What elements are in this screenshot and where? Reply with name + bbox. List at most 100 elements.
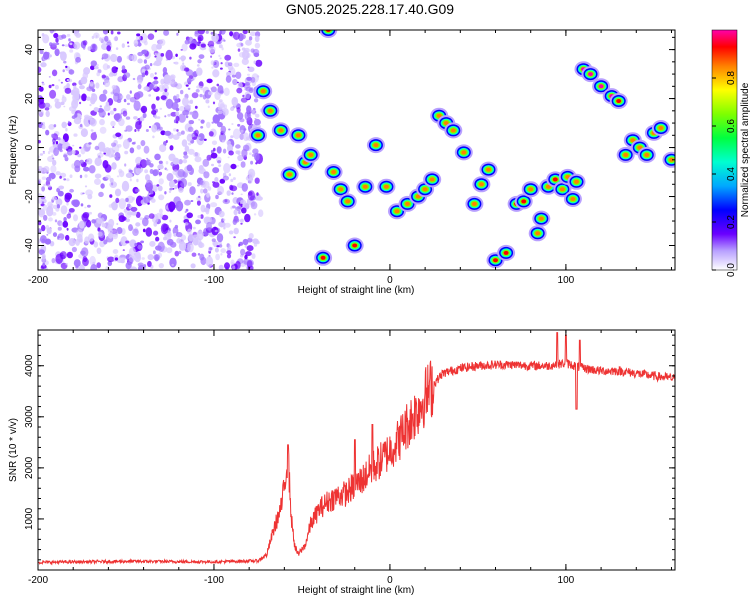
noise-speckle bbox=[200, 214, 204, 219]
noise-speckle bbox=[244, 110, 252, 121]
noise-speckle bbox=[128, 257, 134, 265]
noise-speckle bbox=[175, 111, 180, 117]
noise-speckle bbox=[66, 227, 69, 231]
noise-speckle bbox=[133, 100, 141, 111]
noise-speckle bbox=[125, 125, 133, 132]
noise-speckle bbox=[69, 42, 73, 46]
noise-speckle bbox=[184, 145, 190, 152]
noise-speckle bbox=[94, 66, 99, 70]
noise-speckle bbox=[241, 148, 248, 158]
spectrogram-signal bbox=[249, 30, 675, 269]
noise-speckle bbox=[141, 49, 148, 55]
noise-speckle bbox=[214, 247, 219, 253]
noise-speckle bbox=[153, 250, 156, 255]
noise-speckle bbox=[171, 263, 174, 266]
noise-speckle bbox=[186, 212, 193, 219]
noise-speckle bbox=[93, 131, 97, 134]
noise-speckle bbox=[43, 214, 48, 221]
noise-speckle bbox=[142, 228, 146, 233]
noise-speckle bbox=[137, 244, 143, 250]
noise-speckle bbox=[141, 257, 145, 260]
noise-speckle bbox=[66, 79, 69, 82]
noise-speckle bbox=[47, 151, 51, 155]
spectrogram-blob bbox=[319, 30, 338, 38]
noise-speckle bbox=[111, 201, 118, 211]
noise-speckle bbox=[208, 131, 214, 137]
noise-speckle bbox=[154, 52, 157, 56]
spectrogram-blob bbox=[581, 66, 600, 83]
noise-speckle bbox=[123, 72, 131, 78]
noise-speckle bbox=[169, 219, 172, 223]
noise-speckle bbox=[251, 253, 256, 259]
noise-speckle bbox=[51, 69, 58, 77]
noise-speckle bbox=[230, 206, 233, 210]
noise-speckle bbox=[129, 147, 135, 154]
noise-speckle bbox=[136, 91, 144, 98]
spectrogram-blob bbox=[532, 210, 551, 227]
noise-speckle bbox=[199, 93, 203, 98]
noise-speckle bbox=[80, 128, 88, 138]
noise-speckle bbox=[257, 125, 261, 128]
noise-speckle bbox=[65, 262, 68, 266]
noise-speckle bbox=[55, 198, 63, 206]
noise-speckle bbox=[135, 211, 141, 218]
noise-speckle bbox=[225, 75, 232, 83]
noise-speckle bbox=[52, 232, 58, 238]
noise-speckle bbox=[181, 43, 188, 52]
noise-speckle bbox=[68, 106, 77, 112]
noise-speckle bbox=[58, 185, 65, 190]
noise-speckle bbox=[72, 87, 80, 97]
noise-speckle bbox=[53, 124, 57, 128]
noise-speckle bbox=[218, 210, 225, 218]
noise-speckle bbox=[183, 154, 189, 159]
noise-speckle bbox=[175, 107, 180, 112]
spectrogram-blob bbox=[637, 146, 656, 163]
noise-speckle bbox=[167, 113, 171, 117]
noise-speckle bbox=[220, 125, 227, 134]
noise-speckle bbox=[168, 228, 171, 231]
noise-speckle bbox=[66, 202, 69, 206]
noise-speckle bbox=[203, 47, 207, 50]
noise-speckle bbox=[57, 35, 64, 40]
noise-speckle bbox=[184, 222, 189, 226]
noise-speckle bbox=[153, 230, 159, 236]
noise-speckle bbox=[212, 114, 220, 124]
noise-speckle bbox=[232, 177, 236, 181]
noise-speckle bbox=[45, 110, 50, 118]
noise-speckle bbox=[205, 30, 209, 34]
noise-speckle bbox=[250, 201, 258, 210]
noise-speckle bbox=[41, 176, 47, 180]
noise-speckle bbox=[125, 116, 131, 120]
noise-speckle bbox=[129, 266, 138, 270]
noise-speckle bbox=[84, 206, 87, 209]
spectrogram-blob bbox=[377, 178, 396, 195]
noise-speckle bbox=[148, 213, 155, 219]
noise-speckle bbox=[42, 34, 50, 44]
noise-speckle bbox=[132, 77, 136, 81]
noise-speckle bbox=[95, 82, 100, 89]
noise-speckle bbox=[69, 188, 74, 193]
spectrogram-blob bbox=[423, 171, 442, 188]
noise-speckle bbox=[210, 86, 217, 93]
noise-speckle bbox=[52, 212, 57, 216]
noise-speckle bbox=[178, 187, 184, 193]
y-tick-label: -40 bbox=[24, 238, 35, 253]
noise-speckle bbox=[82, 192, 85, 195]
noise-speckle bbox=[56, 204, 60, 209]
noise-speckle bbox=[93, 32, 100, 39]
noise-speckle bbox=[116, 55, 122, 63]
noise-speckle bbox=[67, 78, 73, 83]
spectrogram-blob bbox=[301, 146, 320, 163]
noise-speckle bbox=[246, 53, 251, 58]
noise-speckle bbox=[250, 48, 255, 53]
noise-speckle bbox=[185, 208, 189, 212]
noise-speckle bbox=[203, 171, 210, 179]
noise-speckle bbox=[183, 151, 188, 156]
noise-speckle bbox=[103, 79, 111, 88]
noise-speckle bbox=[168, 201, 176, 212]
noise-speckle bbox=[65, 127, 68, 132]
noise-speckle bbox=[246, 76, 253, 81]
noise-speckle bbox=[168, 190, 172, 194]
noise-speckle bbox=[38, 228, 42, 234]
spectrogram-blob bbox=[472, 176, 491, 193]
